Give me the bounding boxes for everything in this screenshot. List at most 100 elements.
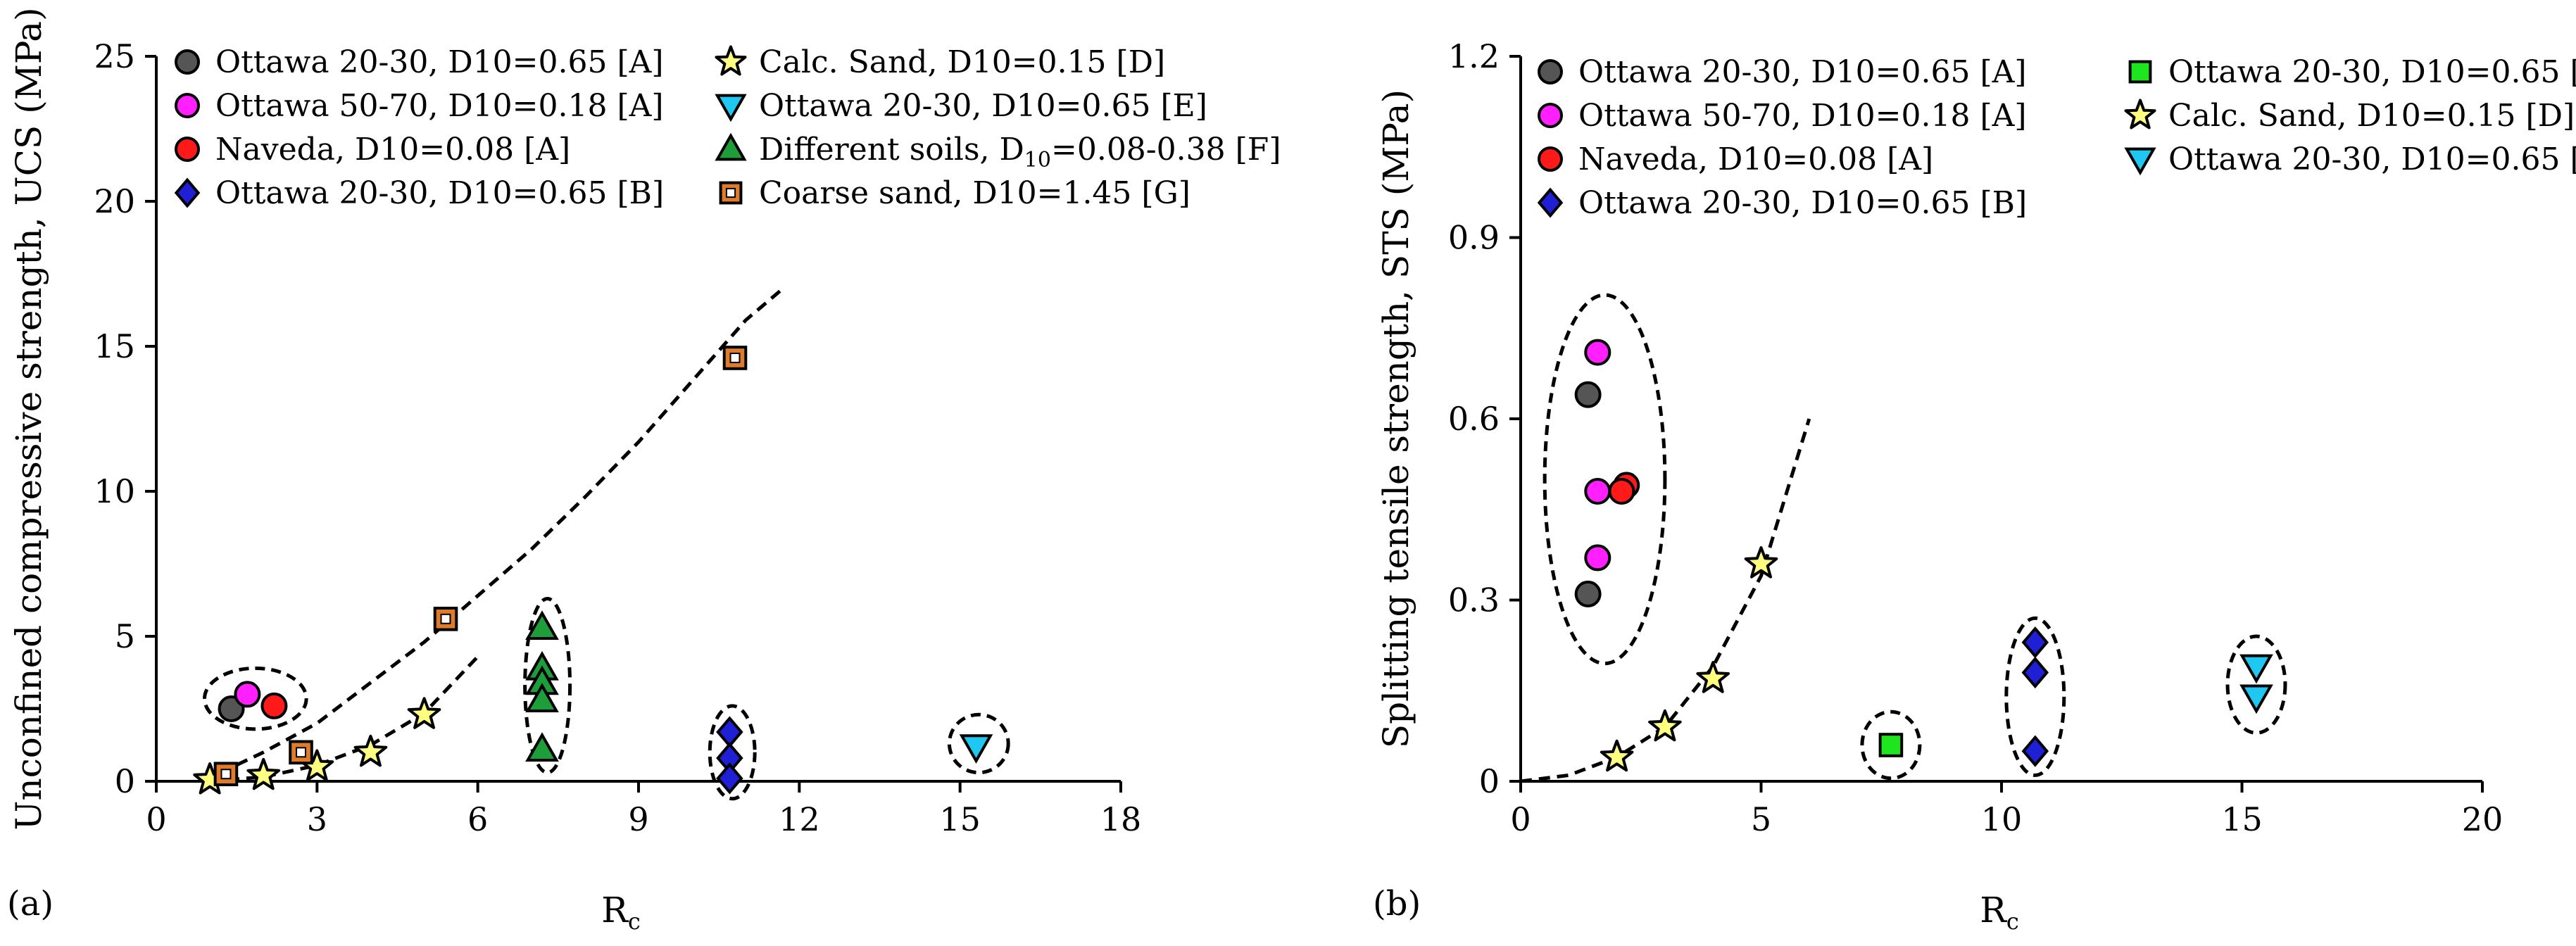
legend-item-ottawa-20-30-d10-0-65-b: Ottawa 20-30, D10=0.65 [B] xyxy=(1537,185,2027,221)
group-ellipse-3 xyxy=(2004,616,2066,777)
fit-curve-1 xyxy=(220,286,785,774)
legend-marker-ottawa-50-70-d10-0-18-a xyxy=(1538,103,1563,128)
y-tick-label: 0 xyxy=(1479,762,1500,800)
chart-a-ylabel: Unconfined compressive strength, UCS (MP… xyxy=(8,7,49,830)
legend-marker-ottawa-20-30-d10-0-65-b xyxy=(1537,187,1564,218)
chart-a-panel-label: (a) xyxy=(7,884,54,923)
legend-marker-coarse-sand-d10-1-45-g xyxy=(719,181,743,205)
y-tick-label: 15 xyxy=(94,327,135,365)
legend-label: Ottawa 20-30, D10=0.65 [E] xyxy=(759,88,1207,124)
point-coarse-sand-d10-1-45-g xyxy=(433,606,458,631)
y-tick-label: 5 xyxy=(115,617,135,655)
chart-a-axes xyxy=(145,55,1122,793)
x-tick-label: 0 xyxy=(146,800,166,838)
legend-marker-calc-sand-d10-0-15-d xyxy=(2124,99,2156,130)
point-naveda-d10-0-08-a xyxy=(1608,478,1635,505)
legend-marker-different-soils-d10-0-08-0-38-f xyxy=(715,132,747,161)
fit-curve-2 xyxy=(209,655,479,781)
legend-item-ottawa-20-30-d10-0-65-e: Ottawa 20-30, D10=0.65 [E] xyxy=(2124,141,2576,177)
legend-label: Naveda, D10=0.08 [A] xyxy=(215,132,570,168)
point-different-soils-d10-0-08-0-38-f xyxy=(525,732,559,762)
point-ottawa-20-30-d10-0-65-e xyxy=(2239,684,2273,714)
chart-b-legend: Ottawa 20-30, D10=0.65 [A] Ottawa 50-70, … xyxy=(1537,54,2576,221)
point-calc-sand-d10-0-15-d xyxy=(353,734,388,767)
legend-label: Calc. Sand, D10=0.15 [D] xyxy=(759,44,1165,80)
legend-item-ottawa-20-30-d10-0-65-a: Ottawa 20-30, D10=0.65 [A] xyxy=(175,44,664,80)
legend-item-calc-sand-d10-0-15-d: Calc. Sand, D10=0.15 [D] xyxy=(715,44,1165,80)
legend-label: Ottawa 50-70, D10=0.18 [A] xyxy=(215,88,664,124)
point-coarse-sand-d10-1-45-g xyxy=(289,740,313,765)
legend-item-naveda-d10-0-08-a: Naveda, D10=0.08 [A] xyxy=(1538,141,1933,177)
y-tick-label: 0.3 xyxy=(1448,581,1500,619)
x-tick-label: 15 xyxy=(939,800,981,838)
legend-item-ottawa-20-30-d10-0-65-a: Ottawa 20-30, D10=0.65 [A] xyxy=(1538,54,2027,90)
y-tick-label: 0.6 xyxy=(1448,400,1500,438)
y-tick-label: 20 xyxy=(94,182,135,220)
chart-a-group-ellipses xyxy=(203,596,1010,801)
legend-label: Ottawa 20-30, D10=0.65 [E] xyxy=(2168,141,2576,177)
legend-item-ottawa-20-30-d10-0-65-b: Ottawa 20-30, D10=0.65 [B] xyxy=(174,175,664,211)
x-tick-label: 18 xyxy=(1100,800,1142,838)
y-tick-label: 10 xyxy=(94,472,135,510)
point-ottawa-20-30-d10-0-65-a xyxy=(1574,580,1602,607)
chart-b-axes xyxy=(1509,55,2484,793)
x-tick-label: 5 xyxy=(1751,800,1771,838)
legend-label: Ottawa 50-70, D10=0.18 [A] xyxy=(1578,98,2027,134)
x-tick-label: 15 xyxy=(2221,800,2263,838)
chart-a-legend: Ottawa 20-30, D10=0.65 [A] Ottawa 50-70, … xyxy=(174,44,1281,211)
group-ellipse-1 xyxy=(203,666,308,731)
point-coarse-sand-d10-1-45-g xyxy=(213,762,239,787)
legend-label: Calc. Sand, D10=0.15 [D] xyxy=(2168,98,2575,134)
chart-a-tick-labels: 0 3 6 9 12 15 18 0 5 10 15 20 25 xyxy=(94,37,1141,838)
point-ottawa-50-70-d10-0-18-a xyxy=(1584,544,1611,572)
group-ellipse-3 xyxy=(708,704,757,801)
chart-b-group-ellipses xyxy=(1543,293,2287,781)
legend-item-ottawa-50-70-d10-0-18-a: Ottawa 50-70, D10=0.18 [A] xyxy=(1538,98,2027,134)
point-calc-sand-d10-0-15-d xyxy=(407,697,441,729)
legend-label: Different soils, D10=0.08-0.38 [F] xyxy=(759,132,1281,172)
chart-b-ylabel: Splitting tensile strength, STS (MPa) xyxy=(1376,89,1416,748)
point-ottawa-20-30-d10-0-65-b xyxy=(716,716,743,748)
chart-a: 0 3 6 9 12 15 18 0 5 10 15 20 25 Ottawa 20-30, D10=0… xyxy=(7,7,1281,935)
x-tick-label: 6 xyxy=(467,800,488,838)
legend-label: Ottawa 20-30, D10=0.65 [B] xyxy=(1578,185,2027,221)
legend-marker-naveda-d10-0-08-a xyxy=(1538,146,1563,172)
point-calc-sand-d10-0-15-d xyxy=(1744,546,1778,579)
point-calc-sand-d10-0-15-d xyxy=(1696,661,1730,693)
group-ellipse-4 xyxy=(947,712,1010,775)
x-tick-label: 3 xyxy=(307,800,327,838)
chart-a-xlabel: Rc xyxy=(601,890,641,935)
point-ottawa-20-30-d10-0-65-b xyxy=(2021,656,2049,689)
x-tick-label: 9 xyxy=(628,800,648,838)
legend-marker-ottawa-20-30-d10-0-65-a xyxy=(175,49,200,75)
point-different-soils-d10-0-08-0-38-f xyxy=(525,683,559,712)
point-coarse-sand-d10-1-45-g xyxy=(722,346,748,370)
legend-label: Coarse sand, D10=1.45 [G] xyxy=(759,175,1190,211)
y-tick-label: 25 xyxy=(94,37,135,75)
legend-item-ottawa-50-70-d10-0-18-a: Ottawa 50-70, D10=0.18 [A] xyxy=(175,88,664,124)
group-ellipse-2 xyxy=(523,596,572,775)
chart-b: 0 5 10 15 20 0 0.3 0.6 0.9 1.2 Ottawa 20-30, D10=… xyxy=(1373,37,2576,935)
chart-a-fit-curves xyxy=(209,286,785,781)
chart-b-tick-labels: 0 5 10 15 20 0 0.3 0.6 0.9 1.2 xyxy=(1448,37,2503,838)
legend-marker-ottawa-20-30-d10-0-65-b xyxy=(174,177,201,208)
y-tick-label: 0 xyxy=(115,762,135,800)
legend-item-calc-sand-d10-0-15-d: Calc. Sand, D10=0.15 [D] xyxy=(2124,98,2575,134)
group-ellipse-2 xyxy=(1860,710,1922,781)
point-ottawa-20-30-d10-0-65-b xyxy=(716,762,743,795)
point-calc-sand-d10-0-15-d xyxy=(1600,739,1634,772)
legend-marker-ottawa-20-30-d10-0-65-a xyxy=(1538,59,1563,84)
x-tick-label: 12 xyxy=(779,800,820,838)
point-ottawa-20-30-d10-0-65-b xyxy=(2021,735,2049,767)
chart-a-points xyxy=(193,346,993,795)
chart-b-panel-label: (b) xyxy=(1373,884,1421,923)
group-ellipse-1 xyxy=(1543,293,1667,666)
point-ottawa-50-70-d10-0-18-a xyxy=(1584,478,1611,505)
y-tick-label: 0.9 xyxy=(1448,219,1500,257)
y-tick-label: 1.2 xyxy=(1448,37,1500,75)
point-ottawa-20-30-d10-0-65-b xyxy=(2021,626,2049,659)
point-ottawa-50-70-d10-0-18-a xyxy=(1584,339,1611,366)
chart-b-xlabel: Rc xyxy=(1980,890,2019,935)
legend-marker-ottawa-20-30-d10-0-65-e xyxy=(715,94,747,122)
